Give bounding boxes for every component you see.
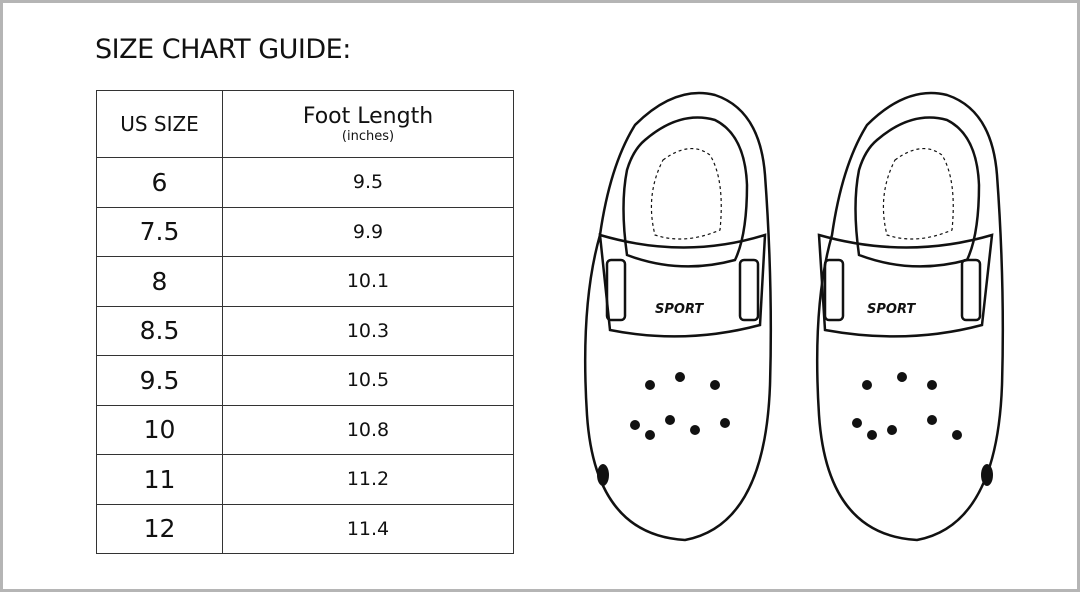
foot-length-cell: 11.4 — [222, 503, 514, 554]
us-size-cell: 9.5 — [96, 355, 223, 406]
foot-length-cell: 10.8 — [222, 404, 514, 455]
table-row: 8.5 10.3 — [96, 305, 514, 356]
left-strap-label: SPORT — [655, 302, 704, 317]
table-row: 10 10.8 — [96, 404, 514, 455]
foot-length-cell: 10.1 — [222, 256, 514, 307]
right-strap-label: SPORT — [867, 302, 916, 317]
header-us-size: US SIZE — [96, 90, 223, 158]
table-row: 9.5 10.5 — [96, 355, 514, 406]
table-row: 7.5 9.9 — [96, 206, 514, 257]
header-foot-length-label: Foot Length — [302, 103, 434, 129]
us-size-cell: 11 — [96, 454, 223, 505]
header-foot-length: Foot Length (inches) — [222, 90, 514, 158]
size-chart-table: US SIZE Foot Length (inches) 6 9.5 7.5 9.9 8… — [96, 90, 514, 554]
table-row: 11 11.2 — [96, 454, 514, 505]
us-size-cell: 8.5 — [96, 305, 223, 356]
table-header-row: US SIZE Foot Length (inches) — [96, 90, 514, 158]
left-clog — [583, 91, 773, 542]
clogs-illustration: SPORT SPORT — [583, 91, 1005, 542]
foot-length-cell: 9.9 — [222, 206, 514, 257]
us-size-cell: 10 — [96, 404, 223, 455]
us-size-cell: 12 — [96, 503, 223, 554]
foot-length-cell: 10.3 — [222, 305, 514, 356]
table-row: 8 10.1 — [96, 256, 514, 307]
us-size-cell: 8 — [96, 256, 223, 307]
right-clog — [815, 91, 1005, 542]
header-unit: (inches) — [341, 128, 395, 144]
foot-length-cell: 10.5 — [222, 355, 514, 406]
page-title: SIZE CHART GUIDE: — [95, 34, 351, 65]
table-row: 12 11.4 — [96, 503, 514, 554]
foot-length-cell: 9.5 — [222, 157, 514, 208]
us-size-cell: 6 — [96, 157, 223, 208]
us-size-cell: 7.5 — [96, 206, 223, 257]
foot-length-cell: 11.2 — [222, 454, 514, 505]
table-row: 6 9.5 — [96, 157, 514, 208]
